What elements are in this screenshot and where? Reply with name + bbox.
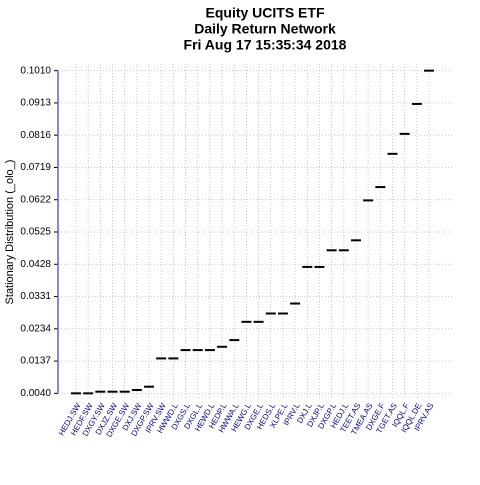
y-tick-label: 0.0040 bbox=[20, 388, 51, 399]
y-tick-label: 0.0913 bbox=[20, 98, 51, 109]
chart-title: Equity UCITS ETF bbox=[206, 5, 325, 21]
y-tick-label: 0.0622 bbox=[20, 194, 51, 205]
y-tick-label: 0.0234 bbox=[20, 323, 51, 334]
chart-date: Fri Aug 17 15:35:34 2018 bbox=[184, 37, 347, 53]
y-tick-label: 0.0331 bbox=[20, 291, 51, 302]
y-tick-label: 0.0525 bbox=[20, 227, 51, 238]
y-axis-label: Stationary Distribution (_olo_) bbox=[4, 160, 16, 305]
y-tick-label: 0.1010 bbox=[20, 65, 51, 76]
chart-subtitle: Daily Return Network bbox=[194, 21, 336, 37]
y-tick-label: 0.0816 bbox=[20, 130, 51, 141]
y-tick-label: 0.0428 bbox=[20, 259, 51, 270]
y-tick-label: 0.0719 bbox=[20, 162, 51, 173]
y-tick-label: 0.0137 bbox=[20, 356, 51, 367]
